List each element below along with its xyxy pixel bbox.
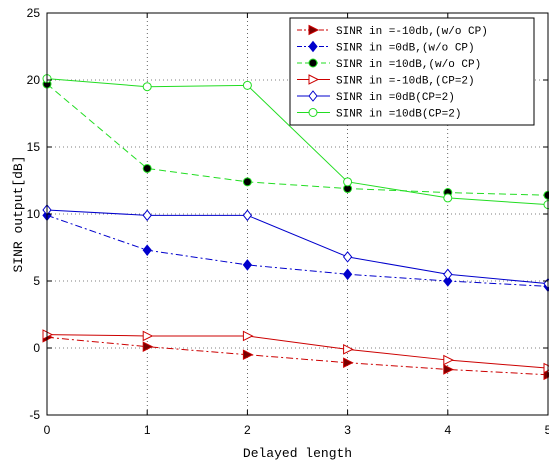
data-point-circle [242,177,252,187]
data-point-diamond [443,268,453,281]
x-tick-label: 2 [244,423,251,437]
data-point-triangle [443,354,454,366]
x-tick-label: 5 [545,423,549,437]
y-tick-label: 20 [27,73,41,87]
data-point-diamond [242,209,253,222]
data-point-diamond [342,251,353,263]
legend-entry: SINR in =10dB(CP=2) [297,108,461,121]
data-point-triangle [343,344,354,355]
series-line [46,214,549,287]
legend-box [289,17,535,126]
legend-entry: SINR in =0dB(CP=2) [297,90,455,104]
legend-label: SINR in =10dB,(w/o CP) [336,59,481,71]
legend-label: SINR in =0dB(CP=2) [336,92,455,104]
legend-label: SINR in =-10db,(w/o CP) [336,26,488,38]
data-point-circle [343,177,353,187]
y-tick-label: 10 [27,207,41,221]
data-point-triangle [443,364,454,375]
x-axis-label: Delayed length [243,446,352,461]
data-point-diamond [142,244,152,256]
data-point-diamond [308,40,318,53]
y-tick-label: 25 [27,6,41,20]
series-line [46,209,549,285]
data-point-circle [443,193,453,203]
legend-entry: SINR in =10dB,(w/o CP) [297,58,481,71]
legend-entry: SINR in =0dB,(w/o CP) [297,40,475,55]
series-line [46,78,549,206]
series-line [46,334,549,369]
y-axis-label: SINR output[dB] [11,155,26,272]
data-point-circle [142,82,152,92]
legend-label: SINR in =10dB(CP=2) [336,109,461,121]
data-point-circle [308,58,318,68]
data-point-diamond [342,268,353,281]
data-point-circle [142,163,152,173]
data-point-triangle [308,24,320,36]
legend: SINR in =-10db,(w/o CP) SINR in =0dB,(w/o… [289,17,535,126]
x-tick-label: 4 [444,423,451,437]
data-point-diamond [308,90,318,102]
y-tick-label: 5 [33,274,40,288]
series-5 [42,204,549,290]
data-point-circle [242,80,252,90]
data-point-circle [308,108,318,117]
series-layer [42,74,549,381]
series-line [46,336,549,376]
legend-entry: SINR in =-10dB,(CP=2) [297,74,475,88]
data-point-triangle [343,357,354,369]
data-point-diamond [443,275,453,287]
x-tick-label: 1 [144,423,151,437]
y-tick-label: 15 [27,140,41,154]
series-4 [42,329,549,374]
ticks: 0 1 2 3 4 5 -5 0 5 10 15 20 25 [27,6,549,437]
data-point-triangle [142,330,154,342]
data-point-triangle [308,74,320,85]
data-point-diamond [242,259,253,271]
data-point-triangle [242,349,254,361]
legend-label: SINR in =0dB,(w/o CP) [336,43,475,55]
legend-entry: SINR in =-10db,(w/o CP) [297,24,488,38]
data-point-diamond [142,209,152,222]
x-tick-label: 3 [344,423,351,437]
y-tick-label: -5 [29,408,40,422]
legend-label: SINR in =-10dB,(CP=2) [336,76,475,88]
data-point-triangle [242,330,254,342]
x-tick-label: 0 [44,423,51,437]
data-point-triangle [142,341,154,352]
series-2 [42,209,549,293]
y-tick-label: 0 [33,341,40,355]
